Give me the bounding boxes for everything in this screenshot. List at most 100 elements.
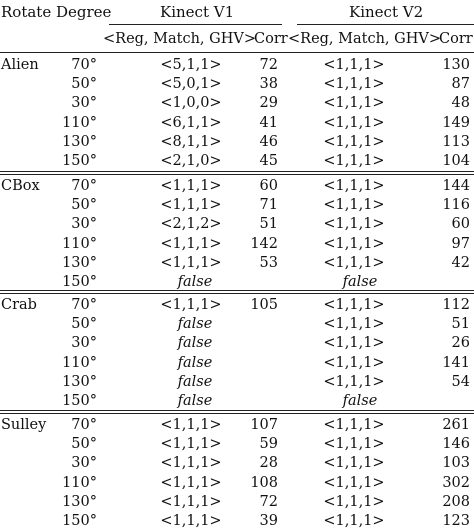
- kinect-v1-false-cell: false: [177, 393, 213, 409]
- rotate-degree-cell: 110°: [62, 235, 97, 252]
- kinect-v1-corr-cell: 71: [259, 197, 278, 214]
- group-separator-rule: [0, 290, 474, 291]
- kinect-v2-corr-cell: 149: [442, 114, 470, 131]
- kinect-v1-corr-cell: 29: [259, 95, 278, 112]
- rotate-degree-cell: 130°: [62, 133, 97, 150]
- header-rule: [0, 52, 474, 53]
- rotate-degree-cell: 50°: [71, 316, 97, 333]
- kinect-v2-corr-cell: 261: [442, 417, 470, 433]
- kinect-v2-params-cell: <1,1,1>: [323, 254, 385, 271]
- kinect-v2-params-cell: <1,1,1>: [323, 235, 385, 252]
- kinect-v1-params-cell: <6,1,1>: [160, 114, 222, 131]
- kinect-v2-false-cell: false: [342, 393, 378, 409]
- kinect-v1-params-cell: <1,1,1>: [160, 513, 222, 529]
- kinect-v2-corr-cell: 116: [442, 197, 470, 214]
- kinect-v1-corr-cell: 107: [250, 417, 278, 433]
- kinect-v2-params-cell: <1,1,1>: [323, 316, 385, 333]
- kinect-v2-params-cell: <1,1,1>: [323, 335, 385, 352]
- rotate-degree-cell: 30°: [71, 455, 97, 472]
- kinect-v1-corr-cell: 108: [250, 474, 278, 491]
- rotate-degree-cell: 150°: [62, 153, 97, 169]
- kinect-v1-corr-cell: 105: [250, 297, 278, 313]
- kinect-v2-params-cell: <1,1,1>: [323, 197, 385, 214]
- kinect-v2-corr-cell: 54: [451, 373, 470, 390]
- kinect-v2-params-cell: <1,1,1>: [323, 417, 385, 433]
- kinect-v1-false-cell: false: [177, 274, 213, 290]
- kinect-v2-params-cell: <1,1,1>: [323, 373, 385, 390]
- object-name: Alien: [1, 57, 39, 73]
- rotate-degree-cell: 50°: [71, 76, 97, 93]
- kinect-v2-params-header: <Reg, Match, GHV>: [288, 31, 441, 47]
- rotate-degree-cell: 110°: [62, 354, 97, 371]
- kinect-v1-params-cell: <2,1,2>: [160, 216, 222, 233]
- kinect-v2-corr-header: Corr: [439, 31, 473, 47]
- kinect-v1-corr-cell: 45: [259, 153, 278, 169]
- kinect-v2-params-cell: <1,1,1>: [323, 114, 385, 131]
- kinect-v1-corr-cell: 72: [259, 493, 278, 510]
- kinect-v2-params-cell: <1,1,1>: [323, 178, 385, 194]
- kinect-v1-params-header: <Reg, Match, GHV>: [103, 31, 256, 47]
- kinect-v2-corr-cell: 113: [442, 133, 470, 150]
- kinect-v2-corr-cell: 141: [442, 354, 470, 371]
- kinect-v2-corr-cell: 48: [451, 95, 470, 112]
- rotate-degree-cell: 150°: [62, 513, 97, 529]
- kinect-v1-corr-cell: 53: [259, 254, 278, 271]
- kinect-v2-params-cell: <1,1,1>: [323, 354, 385, 371]
- kinect-v2-params-cell: <1,1,1>: [323, 493, 385, 510]
- kinect-v1-corr-cell: 72: [259, 57, 278, 73]
- kinect-v2-params-cell: <1,1,1>: [323, 153, 385, 169]
- kinect-v1-params-cell: <1,1,1>: [160, 297, 222, 313]
- kinect-v2-underline: [297, 24, 474, 25]
- kinect-v1-false-cell: false: [177, 335, 213, 352]
- rotate-degree-cell: 150°: [62, 393, 97, 409]
- kinect-v2-params-cell: <1,1,1>: [323, 133, 385, 150]
- kinect-v1-false-cell: false: [177, 354, 213, 371]
- kinect-v1-params-cell: <1,1,1>: [160, 197, 222, 214]
- kinect-v1-corr-cell: 51: [259, 216, 278, 233]
- kinect-v2-corr-cell: 104: [442, 153, 470, 169]
- kinect-v1-params-cell: <1,1,1>: [160, 493, 222, 510]
- kinect-v2-corr-cell: 130: [442, 57, 470, 73]
- kinect-v1-params-cell: <1,0,0>: [160, 95, 222, 112]
- kinect-v2-params-cell: <1,1,1>: [323, 216, 385, 233]
- rotate-degree-cell: 30°: [71, 335, 97, 352]
- kinect-v1-params-cell: <1,1,1>: [160, 254, 222, 271]
- kinect-v2-corr-cell: 60: [451, 216, 470, 233]
- kinect-v2-params-cell: <1,1,1>: [323, 513, 385, 529]
- rotate-degree-cell: 130°: [62, 373, 97, 390]
- kinect-v2-params-cell: <1,1,1>: [323, 297, 385, 313]
- kinect-v2-false-cell: false: [342, 274, 378, 290]
- kinect-v1-corr-cell: 142: [250, 235, 278, 252]
- kinect-v2-corr-cell: 97: [451, 235, 470, 252]
- group-separator-rule: [0, 171, 474, 172]
- kinect-v1-corr-cell: 28: [259, 455, 278, 472]
- kinect-v1-header: Kinect V1: [160, 3, 235, 21]
- kinect-v2-corr-cell: 87: [451, 76, 470, 93]
- kinect-v2-header: Kinect V2: [349, 3, 424, 21]
- rotate-degree-cell: 30°: [71, 216, 97, 233]
- kinect-v2-corr-cell: 146: [442, 436, 470, 453]
- rotate-degree-cell: 50°: [71, 197, 97, 214]
- kinect-v2-corr-cell: 103: [442, 455, 470, 472]
- kinect-v1-corr-cell: 59: [259, 436, 278, 453]
- kinect-v1-false-cell: false: [177, 373, 213, 390]
- kinect-v2-params-cell: <1,1,1>: [323, 455, 385, 472]
- kinect-v1-params-cell: <1,1,1>: [160, 474, 222, 491]
- kinect-v1-underline: [109, 24, 282, 25]
- group-separator-rule: [0, 293, 474, 294]
- kinect-v2-corr-cell: 26: [451, 335, 470, 352]
- kinect-v1-params-cell: <8,1,1>: [160, 133, 222, 150]
- object-name: Sulley: [1, 417, 47, 433]
- rotate-degree-cell: 70°: [71, 297, 97, 313]
- kinect-v2-corr-cell: 42: [451, 254, 470, 271]
- kinect-v2-corr-cell: 51: [451, 316, 470, 333]
- rotate-degree-cell: 130°: [62, 493, 97, 510]
- kinect-v2-params-cell: <1,1,1>: [323, 76, 385, 93]
- object-name: CBox: [1, 178, 40, 194]
- rotate-degree-header: Rotate Degree: [1, 3, 112, 21]
- kinect-v1-params-cell: <1,1,1>: [160, 235, 222, 252]
- object-name: Crab: [1, 297, 37, 313]
- kinect-v1-params-cell: <1,1,1>: [160, 417, 222, 433]
- rotate-degree-cell: 130°: [62, 254, 97, 271]
